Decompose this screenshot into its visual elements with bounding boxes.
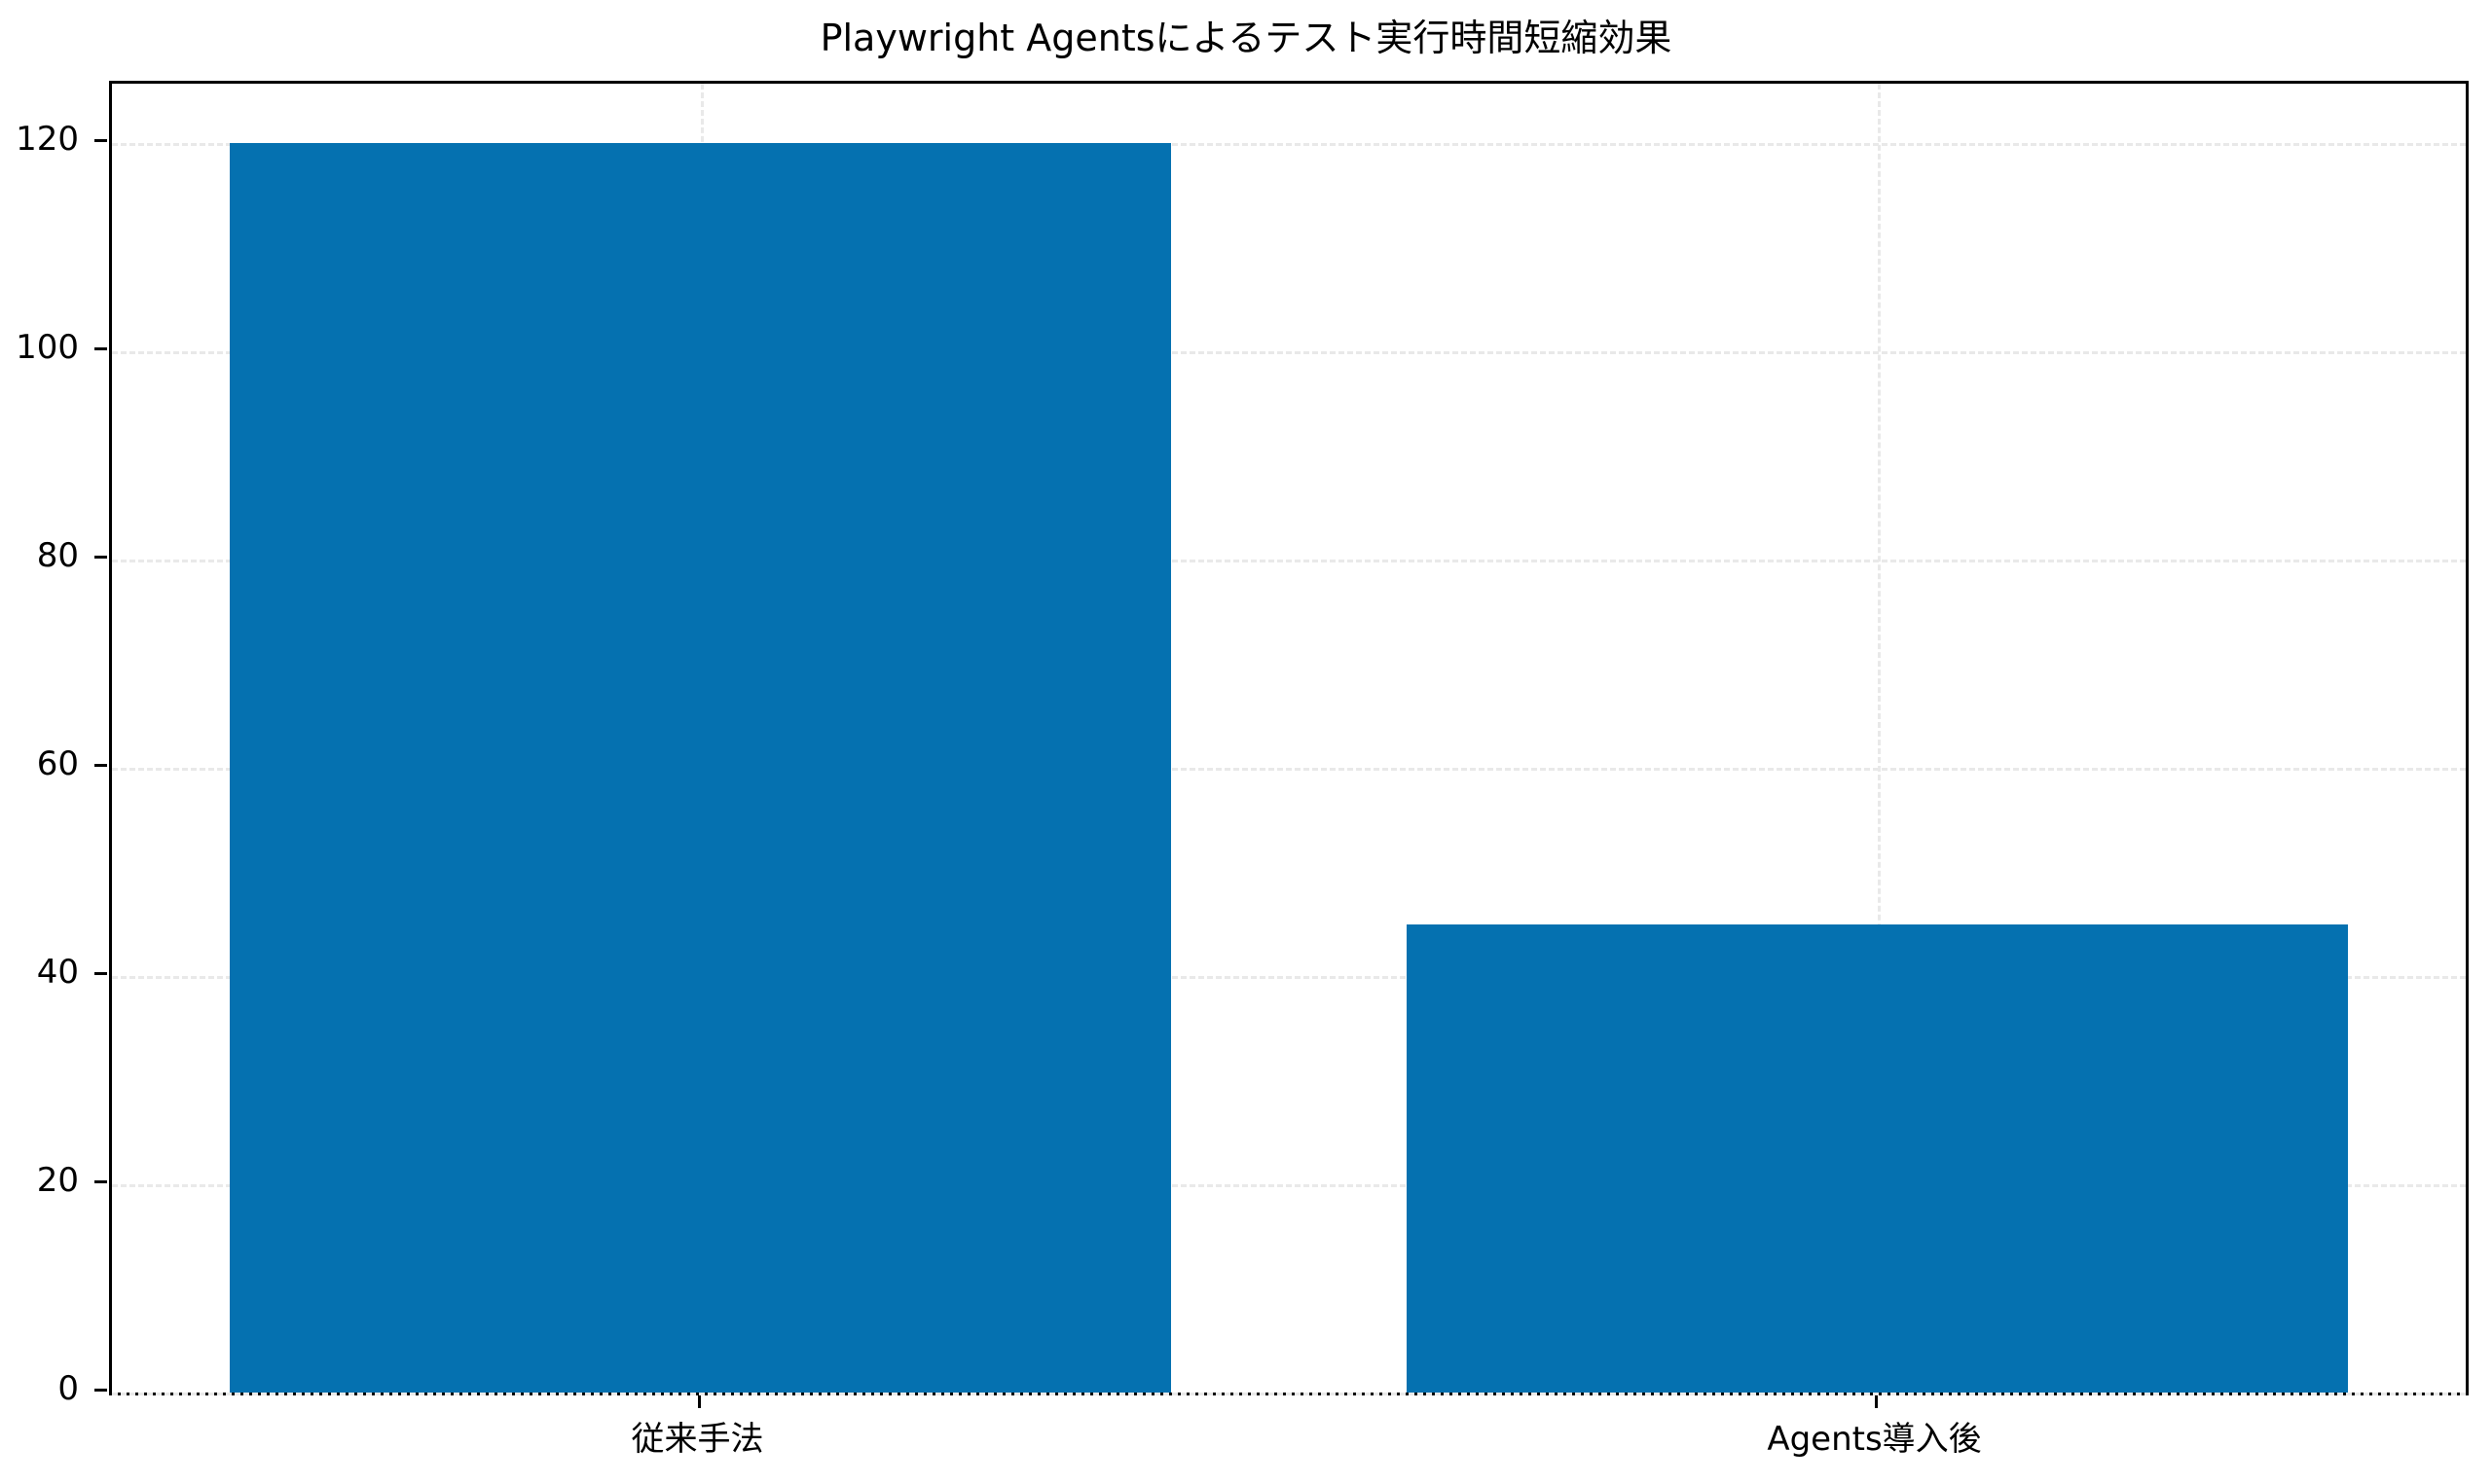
xtick-mark-1 <box>1874 1395 1878 1408</box>
ytick-label-20: 20 <box>36 1160 79 1200</box>
gridline-horizontal-40 <box>112 975 2466 979</box>
ytick-label-100: 100 <box>16 327 79 367</box>
ytick-mark-80 <box>94 555 107 559</box>
ytick-mark-60 <box>94 763 107 767</box>
ytick-label-0: 0 <box>57 1369 79 1408</box>
gridline-horizontal-100 <box>112 350 2466 354</box>
gridline-horizontal-120 <box>112 142 2466 146</box>
ytick-label-120: 120 <box>16 119 79 159</box>
gridline-horizontal-80 <box>112 559 2466 562</box>
gridline-horizontal-0 <box>112 1393 2466 1395</box>
ytick-mark-20 <box>94 1179 107 1183</box>
ytick-mark-0 <box>94 1389 107 1392</box>
ytick-label-40: 40 <box>36 952 79 992</box>
chart-title: Playwright Agentsによるテスト実行時間短縮効果 <box>820 17 1672 59</box>
ytick-label-80: 80 <box>36 535 79 575</box>
xtick-mark-0 <box>697 1395 701 1408</box>
xtick-label-1: Agents導入後 <box>1767 1420 1982 1459</box>
ytick-mark-120 <box>94 138 107 142</box>
plot-area <box>109 81 2469 1395</box>
gridline-horizontal-20 <box>112 1183 2466 1187</box>
ytick-mark-40 <box>94 971 107 975</box>
bar-1 <box>1406 923 2349 1393</box>
ytick-mark-100 <box>94 346 107 350</box>
bar-0 <box>229 143 1172 1393</box>
xtick-label-0: 従来手法 <box>631 1420 764 1459</box>
gridline-vertical-1 <box>1877 84 1881 1393</box>
gridline-horizontal-60 <box>112 767 2466 771</box>
ytick-label-60: 60 <box>36 743 79 783</box>
